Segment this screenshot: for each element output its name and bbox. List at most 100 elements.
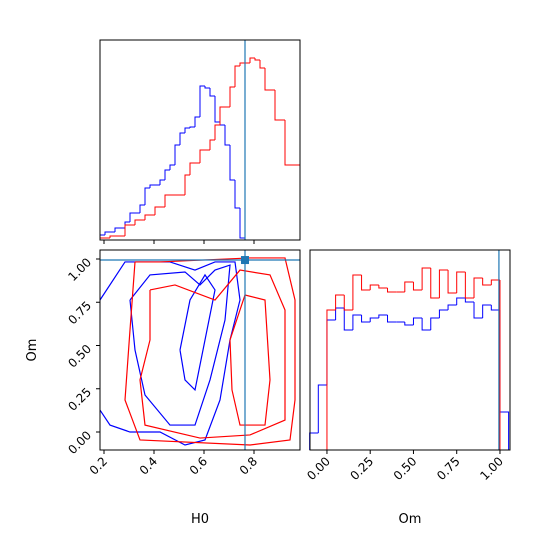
histogram-step bbox=[284, 120, 290, 166]
histogram-step bbox=[139, 204, 145, 213]
histogram-step bbox=[335, 294, 345, 310]
x-tick-label: 0.75 bbox=[434, 454, 463, 483]
histogram-step bbox=[239, 62, 245, 66]
histogram-step bbox=[335, 307, 345, 320]
contour-line bbox=[179, 273, 216, 392]
x-tick-label: 0.4 bbox=[137, 454, 160, 477]
histogram-step bbox=[378, 314, 388, 318]
x-tick-label: 0.25 bbox=[348, 454, 377, 483]
x-tick-label: 0.00 bbox=[304, 454, 333, 483]
histogram-step bbox=[430, 317, 440, 330]
plot-frame bbox=[309, 249, 511, 451]
histogram-step bbox=[490, 305, 500, 311]
histogram-step bbox=[404, 281, 414, 292]
y-tick-label: 0.00 bbox=[65, 428, 94, 457]
histogram-step bbox=[249, 57, 255, 63]
histogram-step bbox=[361, 275, 371, 291]
contour-line bbox=[100, 261, 241, 446]
histogram-step bbox=[229, 86, 235, 107]
histogram-step bbox=[189, 126, 195, 128]
contour-line bbox=[129, 264, 231, 426]
x-axis-label: Om bbox=[399, 512, 422, 527]
histogram-step bbox=[482, 278, 492, 286]
histogram-step bbox=[369, 284, 379, 290]
histogram-step bbox=[430, 268, 440, 299]
histogram-step bbox=[219, 122, 225, 126]
x-tick-label: 0.2 bbox=[87, 454, 110, 477]
contour-line bbox=[124, 257, 296, 446]
y-tick-label: 1.00 bbox=[65, 255, 94, 284]
histogram-step bbox=[361, 315, 371, 323]
histogram-step bbox=[159, 179, 165, 185]
histogram-step bbox=[412, 317, 423, 325]
histogram-step bbox=[343, 308, 353, 331]
histogram-step bbox=[209, 139, 215, 150]
histogram-step bbox=[438, 309, 449, 318]
histogram-step bbox=[229, 145, 235, 181]
histogram-step bbox=[499, 310, 510, 450]
y-tick-label: 0.50 bbox=[65, 342, 94, 371]
histogram-step bbox=[326, 319, 336, 385]
x-tick-label: 1.00 bbox=[477, 454, 506, 483]
histogram-step bbox=[352, 314, 362, 330]
y-tick-label: 0.75 bbox=[65, 298, 94, 327]
x-tick-label: 0.6 bbox=[187, 454, 210, 477]
histogram-step bbox=[224, 125, 230, 146]
histogram-step bbox=[149, 184, 155, 188]
histogram-step bbox=[239, 208, 245, 239]
histogram-step bbox=[114, 227, 120, 232]
histogram-step bbox=[447, 304, 457, 310]
histogram-step bbox=[309, 432, 319, 450]
histogram-step bbox=[124, 224, 130, 236]
histogram-step bbox=[326, 309, 336, 450]
histogram-step bbox=[164, 194, 170, 207]
histogram-step bbox=[456, 297, 466, 305]
histogram-step bbox=[209, 88, 215, 97]
histogram-step bbox=[259, 60, 265, 69]
y-tick-label: 0.25 bbox=[65, 385, 94, 414]
plot-frame bbox=[99, 39, 301, 241]
histogram-step bbox=[234, 180, 240, 209]
histogram-step bbox=[378, 285, 388, 289]
histogram-step bbox=[189, 162, 195, 175]
histogram-step bbox=[174, 144, 180, 165]
x-axis-label: H0 bbox=[191, 512, 209, 527]
histogram-step bbox=[109, 235, 115, 238]
histogram-step bbox=[184, 127, 190, 133]
histogram-step bbox=[421, 267, 431, 290]
histogram-step bbox=[199, 85, 205, 117]
histogram-step bbox=[144, 214, 150, 220]
histogram-step bbox=[464, 272, 475, 299]
x-tick-label: 0.8 bbox=[237, 454, 260, 477]
plot-frame bbox=[99, 249, 301, 451]
histogram-step bbox=[164, 169, 170, 180]
histogram-step bbox=[204, 86, 210, 89]
histogram-step bbox=[179, 132, 185, 145]
histogram-step bbox=[214, 96, 220, 123]
histogram-step bbox=[456, 271, 466, 293]
y-axis-label: Om bbox=[25, 339, 40, 362]
x-tick-label: 0.50 bbox=[391, 454, 420, 483]
histogram-step bbox=[482, 304, 492, 318]
histogram-step bbox=[369, 317, 379, 322]
histogram-step bbox=[317, 384, 327, 433]
contour-line bbox=[139, 269, 286, 439]
histogram-step bbox=[234, 65, 240, 87]
histogram-step bbox=[412, 282, 423, 291]
histogram-step bbox=[254, 58, 260, 61]
histogram-step bbox=[295, 164, 301, 240]
histogram-step bbox=[144, 187, 150, 205]
histogram-step bbox=[264, 68, 270, 91]
histogram-step bbox=[184, 174, 190, 195]
histogram-step bbox=[219, 106, 225, 125]
histogram-step bbox=[473, 277, 483, 298]
contour-line bbox=[229, 294, 271, 426]
histogram-step bbox=[387, 315, 397, 323]
histogram-step bbox=[352, 274, 362, 310]
histogram-step bbox=[499, 280, 509, 451]
histogram-step bbox=[154, 206, 160, 215]
histogram-step bbox=[214, 124, 220, 140]
histogram-step bbox=[104, 231, 110, 235]
histogram-step bbox=[194, 116, 200, 127]
